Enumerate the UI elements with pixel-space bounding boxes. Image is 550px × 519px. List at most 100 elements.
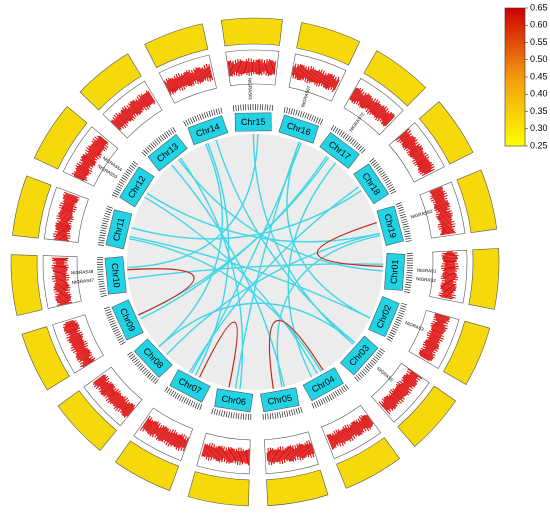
- scale-tick: [323, 398, 326, 403]
- scale-tick: [402, 224, 408, 225]
- scale-tick: [339, 130, 342, 135]
- scale-tick: [405, 289, 411, 290]
- scale-tick: [179, 395, 182, 400]
- scale-tick: [307, 114, 309, 120]
- scale-tick: [341, 132, 344, 137]
- scale-tick: [202, 113, 204, 119]
- scale-tick: [389, 334, 394, 337]
- scale-tick: [103, 218, 109, 220]
- scale-tick: [268, 413, 269, 419]
- scale-tick: [337, 129, 340, 134]
- scale-tick: [114, 331, 119, 334]
- scale-tick: [173, 392, 176, 397]
- scale-tick: [356, 144, 360, 148]
- density-track: [221, 18, 282, 46]
- histogram-bar: [245, 450, 246, 463]
- scale-tick: [108, 318, 114, 320]
- scale-tick: [358, 374, 362, 378]
- scale-tick: [212, 408, 214, 414]
- scale-tick: [133, 161, 138, 165]
- scale-tick: [296, 408, 298, 414]
- scale-tick: [387, 184, 392, 187]
- scale-tick: [118, 184, 123, 187]
- scale-tick: [294, 409, 296, 415]
- scale-tick: [120, 179, 125, 182]
- scale-tick: [158, 137, 162, 142]
- scale-tick: [98, 279, 104, 280]
- scale-tick: [164, 133, 167, 138]
- scale-tick: [124, 173, 129, 176]
- scale-tick: [165, 387, 168, 392]
- scale-tick: [400, 308, 406, 310]
- scale-tick: [293, 109, 295, 115]
- scale-tick: [106, 314, 112, 316]
- scale-tick: [199, 114, 201, 120]
- scale-tick: [397, 317, 403, 319]
- histogram-bar: [248, 448, 249, 465]
- histogram-bar: [53, 270, 68, 271]
- scale-tick: [401, 303, 407, 305]
- scale-tick: [218, 108, 219, 114]
- scale-tick: [211, 110, 213, 116]
- scale-tick: [391, 191, 396, 194]
- scale-tick: [398, 209, 404, 211]
- histogram-bar: [244, 451, 245, 462]
- scale-tick: [404, 228, 410, 229]
- scale-tick: [378, 170, 383, 174]
- scale-tick: [177, 394, 180, 399]
- colorbar-tick-label: 0.60: [530, 20, 548, 30]
- histogram-bar: [443, 271, 457, 272]
- scale-tick: [209, 111, 211, 117]
- scale-tick: [100, 232, 106, 233]
- scale-tick: [325, 397, 328, 402]
- density-track: [12, 176, 51, 238]
- scale-tick: [101, 295, 107, 296]
- scale-tick: [111, 325, 116, 327]
- scale-tick: [399, 212, 405, 214]
- scale-tick: [270, 413, 271, 419]
- scale-tick: [277, 412, 278, 418]
- scale-tick: [390, 189, 395, 192]
- scale-tick: [287, 411, 288, 417]
- colorbar-tick-label: 0.30: [530, 123, 548, 133]
- scale-tick: [127, 352, 132, 356]
- scale-tick: [343, 133, 346, 138]
- scale-tick: [381, 174, 386, 177]
- scale-tick: [391, 330, 396, 333]
- scale-tick: [282, 412, 283, 418]
- scale-tick: [370, 362, 375, 366]
- scale-tick: [384, 178, 389, 181]
- gene-label: NtGRAS2: [416, 276, 437, 283]
- scale-tick: [99, 288, 105, 289]
- scale-tick: [238, 413, 239, 419]
- scale-tick: [374, 356, 379, 360]
- scale-tick: [272, 413, 273, 419]
- scale-tick: [193, 117, 195, 123]
- scale-tick: [395, 321, 401, 323]
- scale-tick: [195, 403, 197, 409]
- scale-tick: [286, 107, 287, 113]
- scale-tick: [162, 134, 166, 139]
- colorbar: [505, 8, 525, 146]
- histogram-bar: [267, 452, 268, 460]
- scale-tick: [345, 135, 349, 140]
- scale-tick: [100, 293, 106, 294]
- scale-tick: [151, 143, 155, 148]
- chromosome: Chr11: [106, 210, 132, 249]
- histogram-bar: [249, 58, 250, 76]
- scale-tick: [130, 165, 135, 169]
- chromosome-label: Chr01: [389, 259, 401, 284]
- scale-tick: [382, 176, 387, 179]
- scale-tick: [401, 216, 407, 218]
- scale-tick: [365, 367, 369, 371]
- scale-tick: [105, 211, 111, 213]
- scale-tick: [362, 370, 366, 374]
- scale-tick: [132, 357, 137, 361]
- scale-tick: [270, 105, 271, 111]
- gene-label: NtGRAS3: [404, 320, 425, 332]
- scale-tick: [349, 138, 353, 143]
- colorbar-tick-label: 0.55: [530, 37, 548, 47]
- scale-tick: [184, 121, 187, 126]
- scale-tick: [358, 146, 362, 150]
